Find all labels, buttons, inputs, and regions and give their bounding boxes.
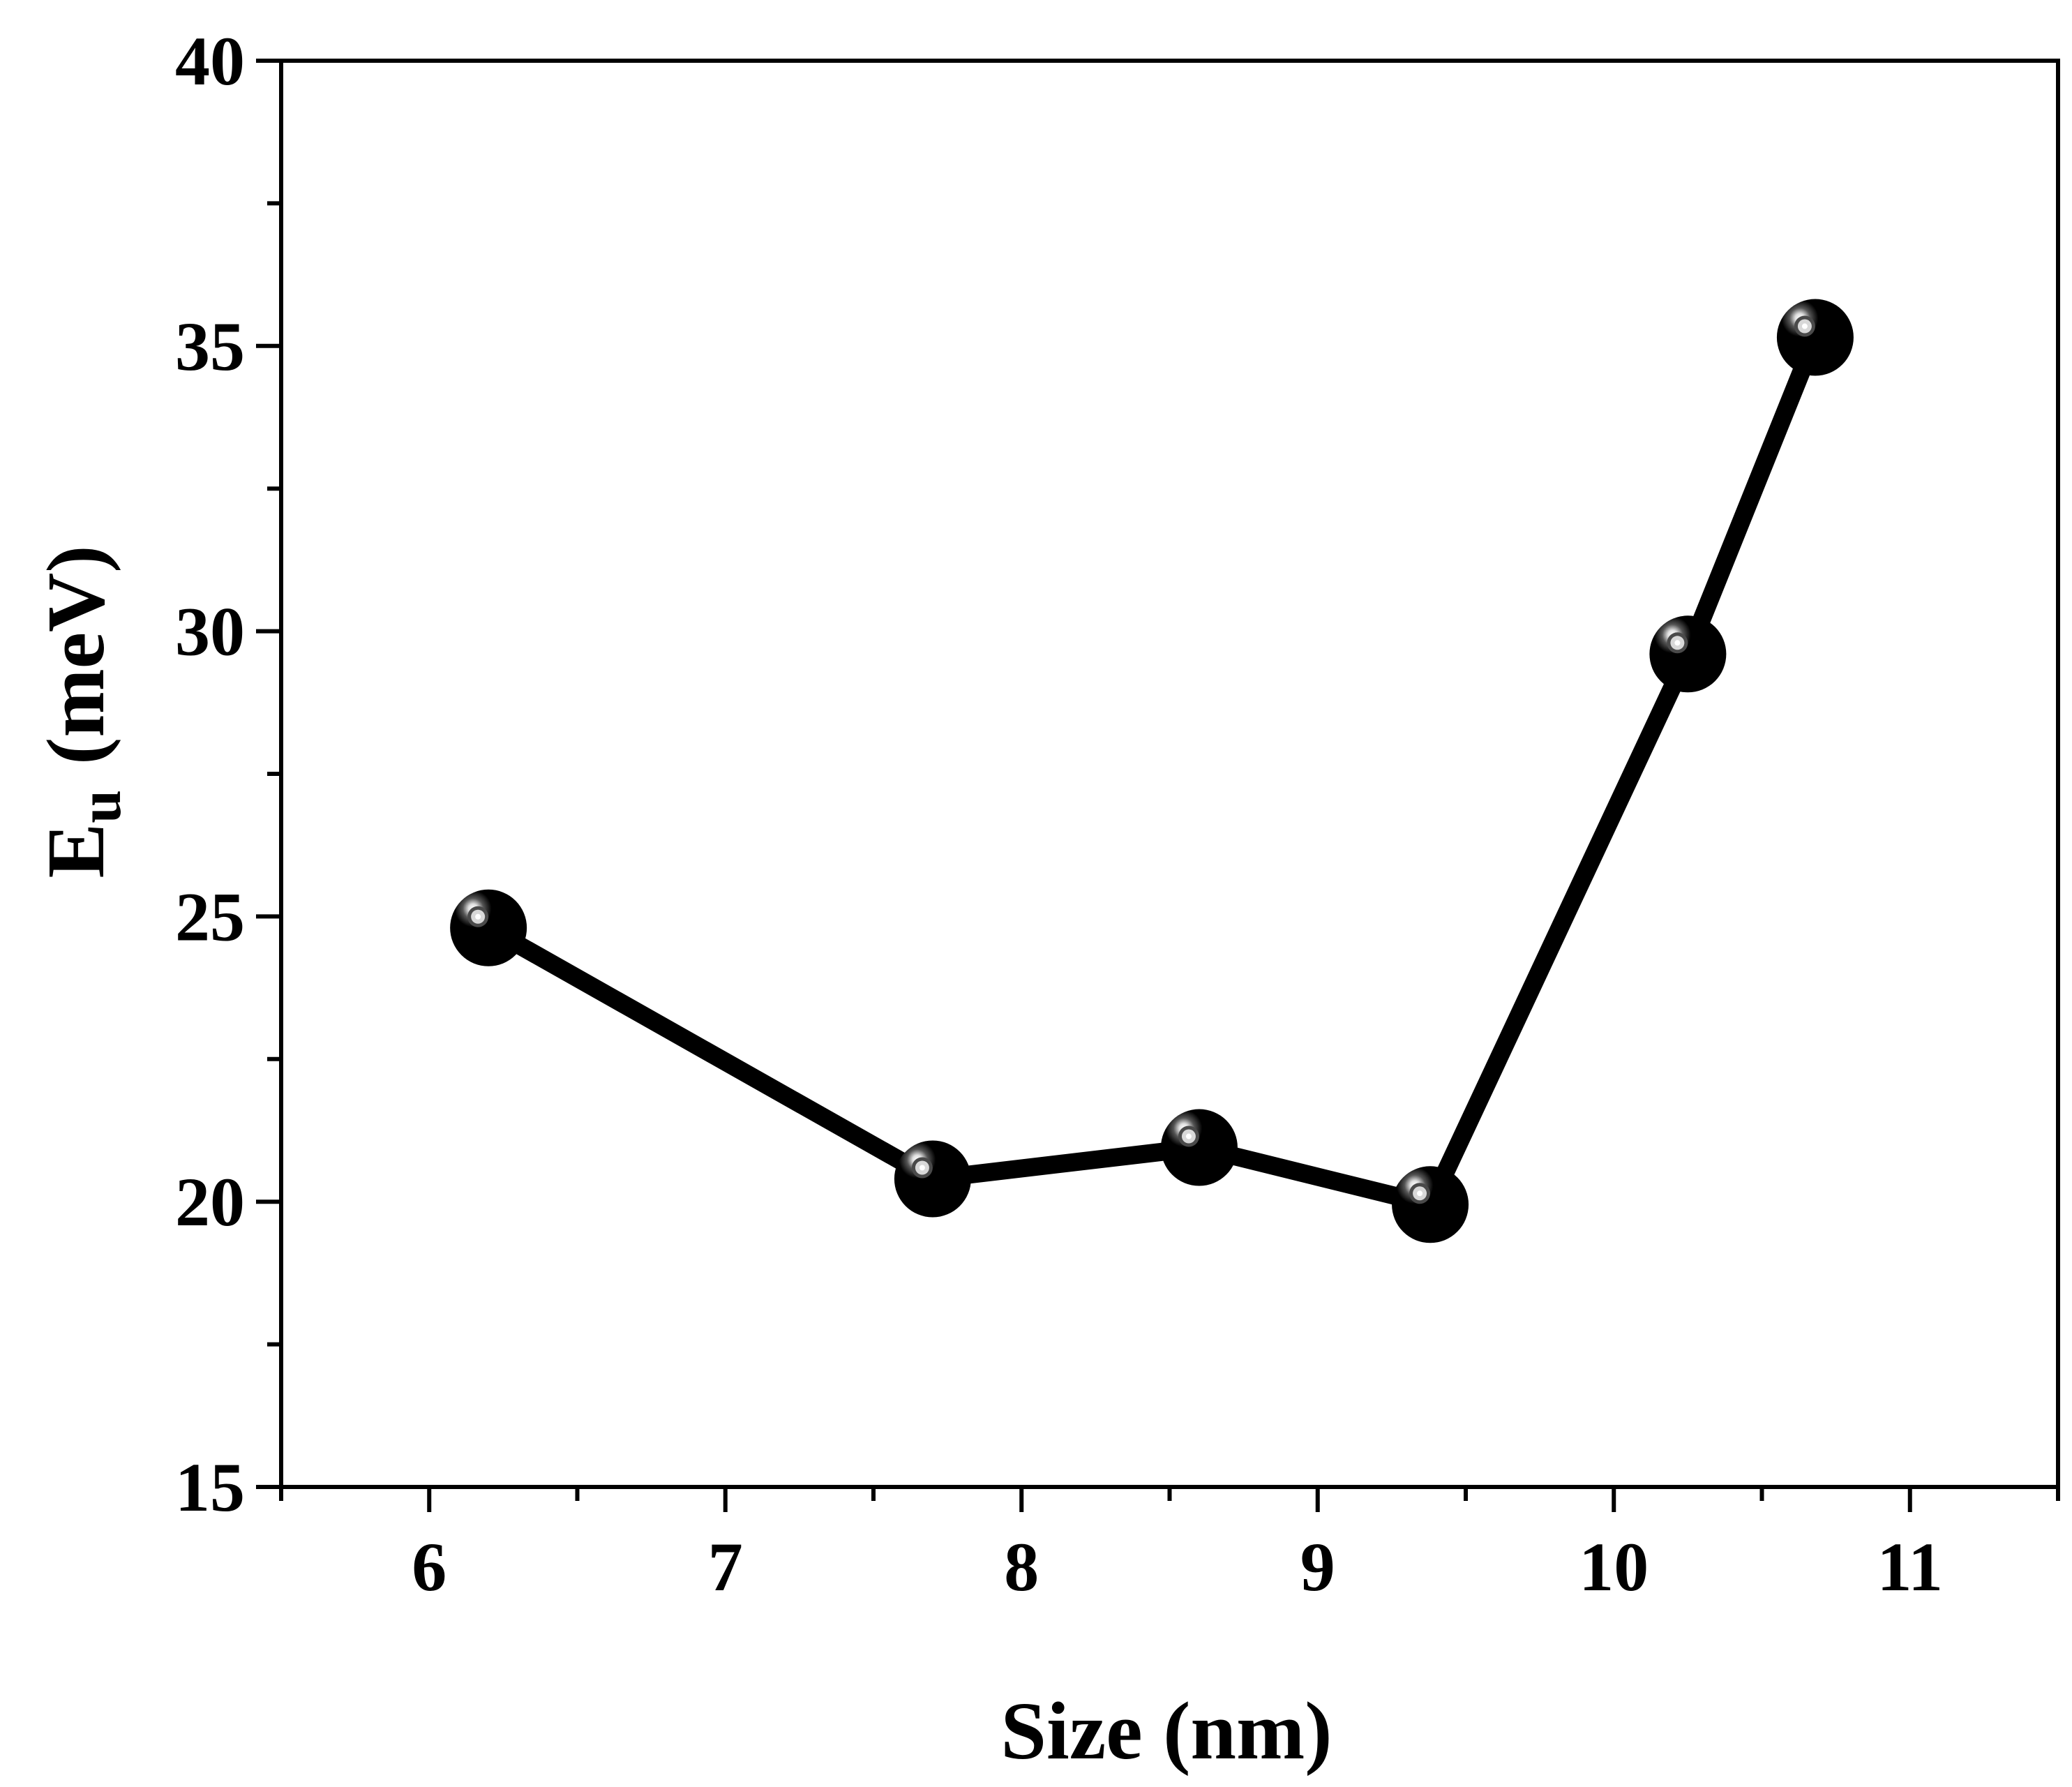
data-point-glint — [919, 1165, 925, 1171]
y-axis-title-unit: (meV) — [30, 545, 121, 764]
data-point-glint — [1801, 323, 1808, 329]
data-point — [894, 1140, 971, 1218]
x-tick-label: 10 — [1579, 1528, 1649, 1606]
data-point-glint — [475, 913, 481, 920]
x-axis-title: Size (nm) — [1000, 1685, 1332, 1777]
y-tick-label: 35 — [175, 308, 245, 385]
y-axis-title-symbol: E — [30, 823, 121, 878]
data-point-glint — [1674, 640, 1681, 646]
y-tick-label: 40 — [175, 22, 245, 100]
data-point — [1160, 1109, 1238, 1186]
data-point-marker — [894, 1140, 971, 1218]
y-tick-label: 15 — [175, 1449, 245, 1526]
data-point-glint — [1185, 1133, 1192, 1139]
svg-text:Eu(meV): Eu (meV) — [30, 545, 133, 878]
x-tick-label: 7 — [708, 1528, 743, 1606]
x-tick-label: 9 — [1300, 1528, 1335, 1606]
data-point-glint — [1417, 1190, 1423, 1197]
x-axis-tick-labels: 6 7 8 9 10 11 — [412, 1528, 1943, 1606]
data-point — [1392, 1166, 1469, 1243]
y-tick-label: 30 — [175, 593, 245, 671]
plot-area: 6 7 8 9 10 11 15 20 25 30 35 40 — [175, 22, 2060, 1606]
x-tick-label: 11 — [1877, 1528, 1943, 1606]
data-point — [450, 889, 527, 966]
y-axis-title-subscript: u — [66, 790, 133, 823]
data-point-marker — [1392, 1166, 1469, 1243]
data-point-marker — [450, 889, 527, 966]
data-point-marker — [1776, 299, 1854, 376]
series-line — [479, 328, 1824, 1214]
data-point — [1649, 615, 1727, 693]
y-axis-tick-labels: 15 20 25 30 35 40 — [175, 22, 245, 1526]
x-tick-label: 8 — [1004, 1528, 1039, 1606]
data-point-marker — [1160, 1109, 1238, 1186]
y-tick-label: 20 — [175, 1163, 245, 1241]
x-tick-label: 6 — [412, 1528, 446, 1606]
data-point — [1776, 299, 1854, 376]
y-tick-label: 25 — [175, 878, 245, 955]
y-axis-title: Eu (meV) — [30, 545, 133, 878]
x-axis-ticks — [279, 1487, 2060, 1512]
data-point-marker — [1649, 615, 1727, 693]
y-axis-ticks — [256, 59, 281, 1489]
series-layer — [450, 299, 1854, 1243]
